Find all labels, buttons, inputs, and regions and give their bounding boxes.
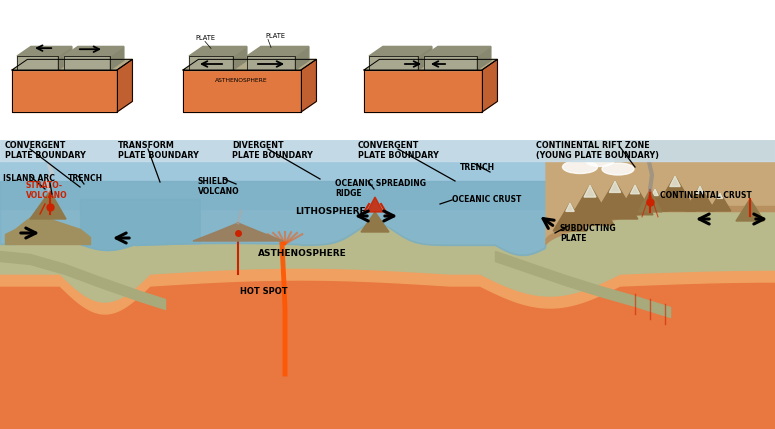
Text: SHIELD
VOLCANO: SHIELD VOLCANO: [198, 177, 239, 196]
Polygon shape: [361, 212, 389, 232]
Polygon shape: [189, 56, 233, 70]
Polygon shape: [424, 46, 491, 56]
Ellipse shape: [586, 155, 614, 166]
Polygon shape: [64, 56, 110, 70]
Polygon shape: [718, 193, 723, 198]
Polygon shape: [477, 46, 491, 70]
Text: CONTINENTAL RIFT ZONE
(YOUNG PLATE BOUNDARY): CONTINENTAL RIFT ZONE (YOUNG PLATE BOUND…: [536, 141, 659, 160]
Polygon shape: [642, 189, 668, 211]
Polygon shape: [566, 203, 574, 211]
Text: HOT SPOT: HOT SPOT: [240, 287, 288, 296]
Polygon shape: [553, 203, 587, 231]
Polygon shape: [247, 46, 309, 56]
Text: CONVERGENT
PLATE BOUNDARY: CONVERGENT PLATE BOUNDARY: [358, 141, 439, 160]
Text: TRANSFORM
PLATE BOUNDARY: TRANSFORM PLATE BOUNDARY: [118, 141, 199, 160]
Text: CONTINENTAL CRUST: CONTINENTAL CRUST: [660, 190, 752, 199]
Text: STRATO-
VOLCANO: STRATO- VOLCANO: [26, 181, 67, 200]
Text: PLATE: PLATE: [195, 36, 215, 42]
Polygon shape: [364, 59, 498, 70]
Polygon shape: [247, 56, 295, 70]
Polygon shape: [566, 185, 614, 225]
Text: TRENCH: TRENCH: [460, 163, 495, 172]
Polygon shape: [189, 46, 247, 56]
Polygon shape: [638, 190, 662, 212]
Bar: [0, 139, 775, 161]
Polygon shape: [685, 186, 715, 211]
Text: SUBDUCTING
PLATE: SUBDUCTING PLATE: [560, 224, 617, 243]
Polygon shape: [301, 59, 316, 112]
Polygon shape: [709, 193, 731, 211]
Polygon shape: [696, 186, 704, 193]
Polygon shape: [424, 56, 477, 70]
Text: OCEANIC CRUST: OCEANIC CRUST: [452, 194, 522, 203]
Polygon shape: [233, 46, 247, 70]
Polygon shape: [17, 56, 58, 70]
Bar: [0, 139, 775, 209]
Ellipse shape: [563, 160, 598, 173]
Polygon shape: [617, 185, 653, 215]
Polygon shape: [110, 46, 124, 70]
Polygon shape: [369, 46, 432, 56]
Polygon shape: [418, 46, 432, 70]
Polygon shape: [295, 46, 309, 70]
Polygon shape: [654, 176, 696, 211]
Polygon shape: [584, 185, 596, 197]
Text: TRENCH: TRENCH: [68, 174, 103, 183]
Polygon shape: [631, 185, 639, 194]
Ellipse shape: [602, 163, 634, 175]
Polygon shape: [482, 59, 498, 112]
Ellipse shape: [175, 319, 395, 429]
Polygon shape: [592, 181, 638, 219]
Polygon shape: [652, 189, 658, 196]
Polygon shape: [364, 70, 482, 112]
Polygon shape: [30, 191, 66, 219]
Ellipse shape: [225, 359, 345, 429]
Polygon shape: [117, 59, 133, 112]
Text: OCEANIC SPREADING
RIDGE: OCEANIC SPREADING RIDGE: [335, 179, 426, 198]
Bar: [0, 139, 775, 284]
Text: CONVERGENT
PLATE BOUNDARY: CONVERGENT PLATE BOUNDARY: [5, 141, 86, 160]
Polygon shape: [193, 223, 283, 241]
Polygon shape: [369, 56, 418, 70]
Polygon shape: [670, 176, 680, 187]
Polygon shape: [12, 70, 117, 112]
Polygon shape: [609, 181, 621, 193]
Text: ISLAND ARC: ISLAND ARC: [3, 174, 55, 183]
Text: ASTHENOSPHERE: ASTHENOSPHERE: [258, 250, 346, 259]
Text: ASTHENOSPHERE: ASTHENOSPHERE: [215, 78, 267, 83]
Polygon shape: [17, 46, 72, 56]
Polygon shape: [64, 46, 124, 56]
Polygon shape: [183, 59, 316, 70]
Polygon shape: [58, 46, 72, 70]
Polygon shape: [736, 199, 764, 221]
Text: DIVERGENT
PLATE BOUNDARY: DIVERGENT PLATE BOUNDARY: [232, 141, 313, 160]
Text: PLATE: PLATE: [265, 33, 285, 39]
Polygon shape: [12, 59, 133, 70]
Polygon shape: [367, 197, 383, 212]
Text: LITHOSPHERE: LITHOSPHERE: [295, 208, 366, 217]
Polygon shape: [183, 70, 301, 112]
